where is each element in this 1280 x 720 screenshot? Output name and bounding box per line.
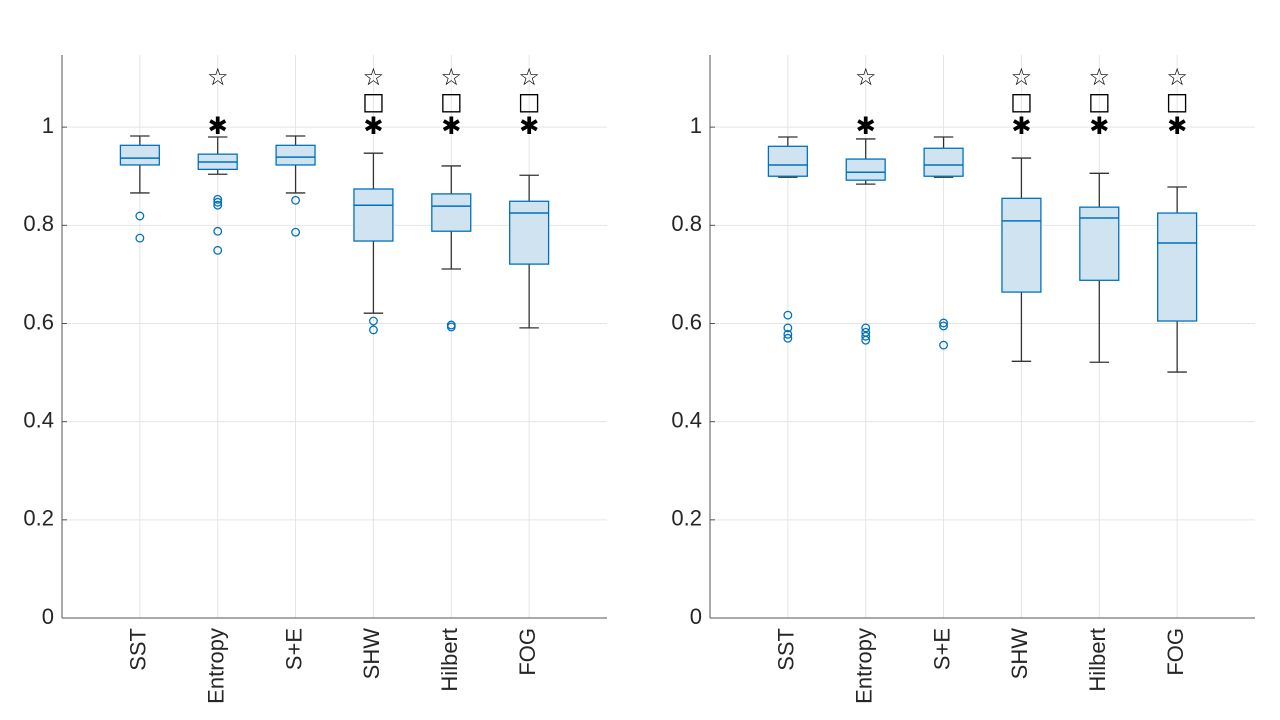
y-tick-label: 1 [42, 113, 54, 138]
significance-marker: □ [1166, 88, 1189, 116]
y-tick-label: 0.2 [671, 506, 702, 531]
significance-marker: ✱ [208, 112, 228, 140]
x-tick-label: SST [774, 628, 799, 671]
significance-marker: ✱ [1089, 112, 1109, 140]
outlier [213, 194, 223, 204]
y-tick-label: 0.8 [23, 211, 54, 236]
outlier [213, 200, 223, 210]
y-tick-label: 0.2 [23, 506, 54, 531]
y-tick-label: 0 [42, 604, 54, 629]
outlier [135, 211, 145, 221]
outlier [213, 226, 223, 236]
outlier [783, 323, 793, 333]
significance-marker: □ [362, 88, 385, 116]
x-tick-label: FOG [515, 628, 540, 676]
significance-marker: ☆ [855, 63, 877, 91]
x-tick-label: Entropy [852, 628, 877, 704]
outlier [368, 325, 378, 335]
outlier [939, 318, 949, 328]
outlier [446, 322, 456, 332]
significance-marker: ☆ [441, 63, 463, 91]
x-tick-label: Entropy [204, 628, 229, 704]
significance-marker: □ [1088, 88, 1111, 116]
significance-marker: ☆ [363, 63, 385, 91]
outlier [783, 310, 793, 320]
outlier [861, 323, 871, 333]
box [1001, 197, 1042, 293]
y-tick-label: 0.8 [671, 211, 702, 236]
significance-marker: ☆ [518, 63, 540, 91]
outlier [861, 335, 871, 345]
significance-marker: ✱ [519, 112, 539, 140]
significance-marker: ✱ [856, 112, 876, 140]
box [275, 144, 316, 166]
significance-marker: ☆ [207, 63, 229, 91]
significance-marker: ☆ [1166, 63, 1188, 91]
box [767, 145, 808, 177]
significance-marker: ✱ [1167, 112, 1187, 140]
outlier [783, 329, 793, 339]
significance-marker: □ [1010, 88, 1033, 116]
box [353, 188, 394, 242]
box [1079, 206, 1120, 281]
outlier [939, 340, 949, 350]
box [1157, 212, 1198, 322]
x-tick-label: SHW [359, 628, 384, 680]
significance-marker: ✱ [441, 112, 461, 140]
outlier [291, 195, 301, 205]
outlier [135, 233, 145, 243]
y-tick-label: 0.4 [671, 407, 702, 432]
y-tick-label: 0.6 [671, 309, 702, 334]
box [431, 193, 472, 232]
outlier [291, 227, 301, 237]
x-tick-label: S+E [281, 628, 306, 670]
y-tick-label: 0.6 [23, 309, 54, 334]
x-tick-label: FOG [1163, 628, 1188, 676]
box [845, 158, 886, 181]
y-tick-label: 1 [690, 113, 702, 138]
y-tick-label: 0.4 [23, 407, 54, 432]
x-tick-label: S+E [929, 628, 954, 670]
significance-marker: ✱ [363, 112, 383, 140]
outlier [783, 333, 793, 343]
significance-marker: ☆ [1011, 63, 1033, 91]
outlier [213, 245, 223, 255]
y-tick-label: 0 [690, 604, 702, 629]
x-tick-label: SHW [1007, 628, 1032, 680]
box [119, 144, 160, 166]
significance-marker: ☆ [1089, 63, 1111, 91]
significance-marker: □ [440, 88, 463, 116]
box [509, 200, 550, 265]
outlier [213, 197, 223, 207]
significance-marker: ✱ [1011, 112, 1031, 140]
x-tick-label: SST [126, 628, 151, 671]
box [923, 147, 964, 177]
outlier [861, 331, 871, 341]
x-tick-label: Hilbert [437, 628, 462, 692]
outlier [939, 321, 949, 331]
outlier [368, 316, 378, 326]
x-tick-label: Hilbert [1085, 628, 1110, 692]
significance-marker: □ [518, 88, 541, 116]
